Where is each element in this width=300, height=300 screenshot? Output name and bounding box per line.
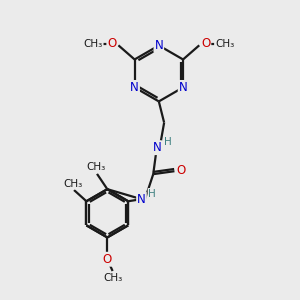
Text: N: N [154,39,163,52]
Text: CH₃: CH₃ [83,39,103,49]
Text: O: O [176,164,185,177]
Text: O: O [103,253,112,266]
Text: O: O [201,38,210,50]
Text: H: H [148,189,156,199]
Text: N: N [130,81,139,94]
Text: O: O [107,38,117,50]
Text: CH₃: CH₃ [86,162,105,172]
Text: H: H [164,137,172,147]
Text: N: N [137,193,146,206]
Text: N: N [179,81,188,94]
Text: CH₃: CH₃ [103,273,123,283]
Text: N: N [152,141,161,154]
Text: CH₃: CH₃ [63,178,82,189]
Text: CH₃: CH₃ [215,39,234,49]
